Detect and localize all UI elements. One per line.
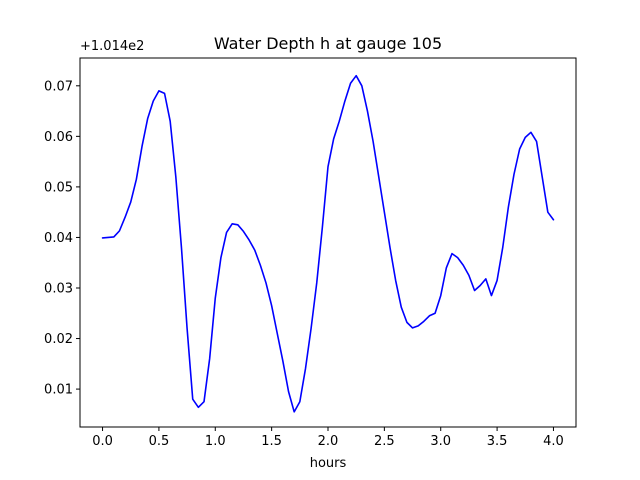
y-tick-label: 0.06 bbox=[44, 130, 73, 145]
y-tick-label: 0.01 bbox=[44, 383, 73, 398]
y-tick-label: 0.07 bbox=[44, 79, 73, 94]
x-tick-label: 2.0 bbox=[318, 434, 339, 449]
y-tick-label: 0.04 bbox=[44, 231, 73, 246]
chart-title: Water Depth h at gauge 105 bbox=[214, 34, 442, 53]
x-tick-label: 0.5 bbox=[149, 434, 170, 449]
y-tick-label: 0.05 bbox=[44, 180, 73, 195]
x-tick-label: 1.0 bbox=[205, 434, 226, 449]
y-axis: 0.01 0.02 0.03 0.04 0.05 0.06 0.07 bbox=[44, 79, 80, 398]
x-tick-label: 2.5 bbox=[374, 434, 395, 449]
y-tick-label: 0.03 bbox=[44, 281, 73, 296]
x-tick-label: 4.0 bbox=[543, 434, 564, 449]
y-offset-label: +1.014e2 bbox=[80, 39, 144, 54]
x-tick-label: 3.0 bbox=[430, 434, 451, 449]
x-axis: 0.0 0.5 1.0 1.5 2.0 2.5 3.0 3.5 4.0 bbox=[92, 427, 564, 449]
x-axis-label: hours bbox=[310, 456, 347, 471]
x-tick-label: 3.5 bbox=[487, 434, 508, 449]
y-tick-label: 0.02 bbox=[44, 332, 73, 347]
x-tick-label: 0.0 bbox=[92, 434, 113, 449]
x-tick-label: 1.5 bbox=[261, 434, 282, 449]
series-line-0 bbox=[101, 74, 555, 413]
